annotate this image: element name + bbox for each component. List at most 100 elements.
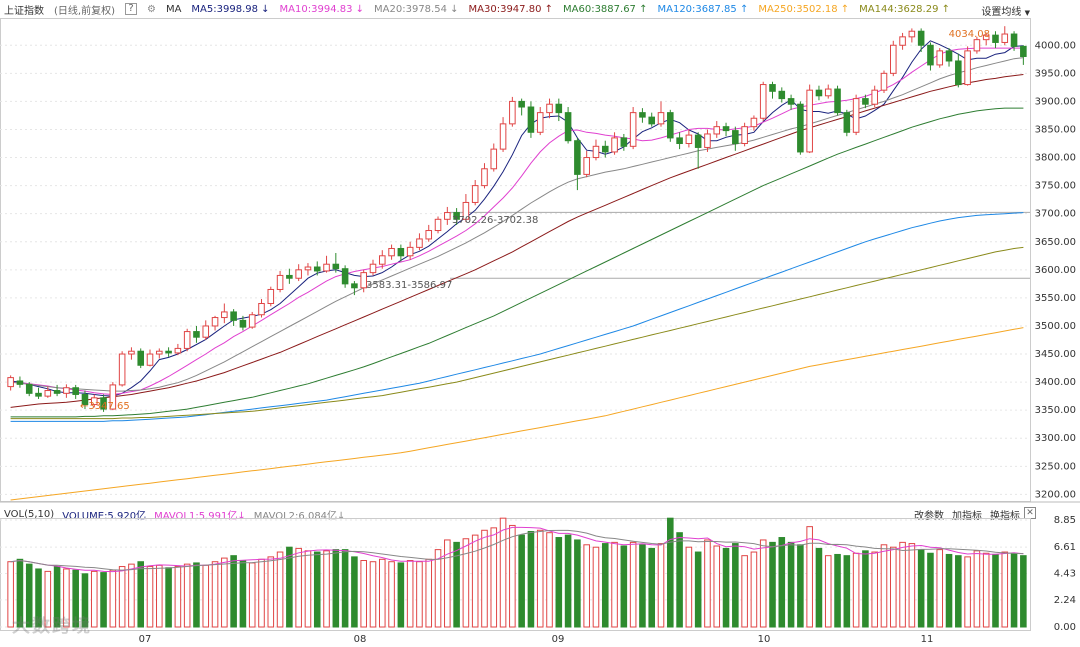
volume-bar <box>852 552 860 628</box>
candle-body <box>685 134 693 145</box>
volume-bar <box>462 538 470 628</box>
candle-body <box>295 269 302 279</box>
candle-body <box>156 350 163 355</box>
volume-bar <box>899 541 906 628</box>
candle-body <box>518 100 525 108</box>
volume-bar <box>806 526 813 628</box>
candle-body <box>704 133 711 148</box>
volume-bar <box>258 558 265 628</box>
volume-bar <box>90 570 98 628</box>
volume-bar <box>1010 552 1018 628</box>
price-tick-label: 3550.00 <box>1035 293 1076 304</box>
volume-bar <box>416 561 423 628</box>
candle-body <box>694 134 702 148</box>
volume-bar <box>815 547 823 628</box>
candle-body <box>601 145 609 153</box>
low-annotation: ←3347.65 <box>80 401 130 412</box>
volume-bar <box>509 524 516 628</box>
candle-body <box>128 350 135 355</box>
candle-body <box>889 44 897 74</box>
ma-item[interactable]: MA60:3887.67 ↑ <box>563 3 648 15</box>
volume-bar <box>667 517 674 628</box>
volume-bar <box>313 551 321 628</box>
volume-bar <box>239 560 247 628</box>
candle-body <box>341 268 349 285</box>
candle-body <box>304 266 312 271</box>
ma-item[interactable]: MA5:3998.98 ↓ <box>191 3 270 15</box>
volume-bar <box>211 561 219 628</box>
candle-body <box>471 185 479 203</box>
candle-body <box>555 103 563 114</box>
ma-header: 上证指数 (日线,前复权) ? ⚙ MA MA5:3998.98 ↓ MA10:3… <box>0 0 1080 18</box>
help-icon[interactable]: ? <box>124 3 137 15</box>
candle-body <box>388 247 395 257</box>
volume-bar <box>286 546 293 628</box>
volume-bar <box>230 555 237 628</box>
ma-item[interactable]: MA250:3502.18 ↑ <box>758 3 850 15</box>
candle-body <box>648 116 656 125</box>
ma-line-ma250 <box>10 327 1024 501</box>
candle-body <box>778 90 786 100</box>
candle-body <box>16 380 24 385</box>
volume-bar <box>25 563 33 628</box>
candle-body <box>444 212 451 220</box>
candle-body <box>982 34 990 41</box>
ma-line-ma60 <box>10 107 1024 418</box>
index-title[interactable]: 上证指数 <box>4 5 44 17</box>
candle-body <box>109 384 117 410</box>
candle-body <box>824 88 832 97</box>
candle-body <box>72 387 79 395</box>
watermark-logo: 大数跨境 <box>12 616 92 637</box>
mavol1-value: MAVOL1:5.991亿↓ <box>154 510 246 522</box>
candle-body <box>25 383 33 394</box>
ma-settings-button[interactable]: 设置均线 ▼ <box>981 7 1030 18</box>
candle-body <box>499 123 507 150</box>
candle-body <box>899 36 906 46</box>
candle-body <box>787 98 795 105</box>
gear-icon[interactable]: ⚙ <box>146 3 156 15</box>
volume-tick-label: 0.00 <box>1054 622 1076 633</box>
ma-item[interactable]: MA120:3687.85 ↑ <box>657 3 749 15</box>
volume-bar <box>406 560 414 628</box>
candle-body <box>425 230 433 240</box>
ma-label: MA <box>165 3 182 15</box>
candle-body <box>1020 45 1027 57</box>
volume-bar <box>778 537 786 628</box>
volume-bar <box>63 568 70 628</box>
volume-bar <box>601 543 609 628</box>
ma-line-ma144 <box>10 246 1024 420</box>
volume-bar <box>824 555 832 628</box>
volume-bar <box>397 562 405 628</box>
price-tick-label: 3350.00 <box>1035 405 1076 416</box>
volume-bar <box>982 552 990 628</box>
ma-item[interactable]: MA30:3947.80 ↑ <box>468 3 553 15</box>
vol-label[interactable]: VOL(5,10) <box>4 508 55 520</box>
candle-body <box>44 390 52 397</box>
volume-bar <box>713 545 721 628</box>
volume-bar <box>16 558 24 628</box>
volume-bar <box>759 539 767 628</box>
volume-bar <box>453 541 460 628</box>
candle-body <box>546 103 553 114</box>
volume-bar <box>611 541 618 628</box>
ma-item[interactable]: MA144:3628.29 ↑ <box>859 3 951 15</box>
switch-indicator-button[interactable]: 换指标 <box>990 511 1020 522</box>
candle-body <box>63 387 70 394</box>
candle-body <box>416 238 423 248</box>
volume-bar <box>109 569 117 628</box>
candle-body <box>369 263 377 274</box>
volume-bar <box>295 547 302 628</box>
volume-bar <box>797 544 804 628</box>
edit-params-button[interactable]: 改参数 <box>914 511 944 522</box>
volume-bar <box>490 527 498 628</box>
volume-bar <box>276 551 284 628</box>
volume-bar <box>862 550 869 628</box>
add-indicator-button[interactable]: 加指标 <box>952 511 982 522</box>
ma-item[interactable]: MA10:3994.83 ↓ <box>279 3 365 15</box>
candle-body <box>239 319 247 328</box>
volume-tick-label: 8.85 <box>1054 515 1076 526</box>
ma-item[interactable]: MA20:3978.54 ↓ <box>374 3 459 15</box>
candle-body <box>667 112 674 139</box>
price-tick-label: 3800.00 <box>1035 153 1076 164</box>
